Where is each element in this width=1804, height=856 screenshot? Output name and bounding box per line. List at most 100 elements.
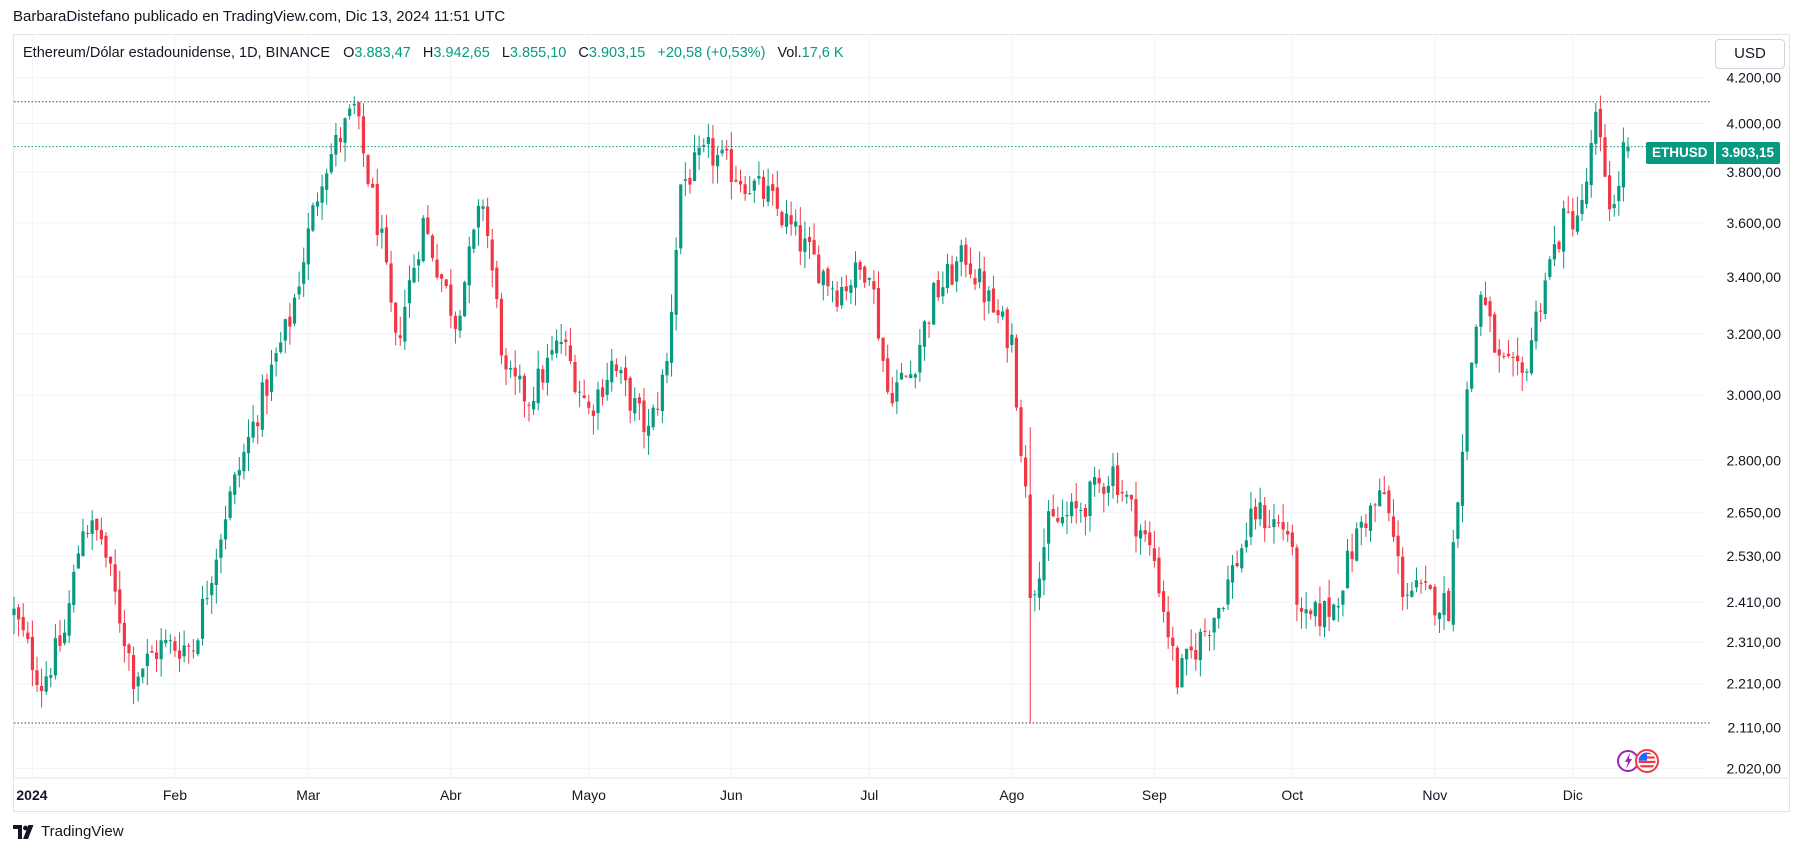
candle-body	[458, 315, 462, 331]
candle-body	[1037, 578, 1042, 598]
candle-body	[559, 341, 563, 345]
candle-body	[113, 564, 117, 592]
candle-body	[265, 379, 269, 396]
event-markers[interactable]	[1617, 747, 1665, 775]
candle-body	[669, 311, 674, 363]
candle-body	[1033, 594, 1037, 596]
candle-body	[752, 180, 756, 191]
candle-body	[1276, 522, 1281, 524]
candle-body	[1286, 531, 1290, 535]
candle-body	[463, 282, 467, 317]
candle-body	[435, 259, 439, 278]
candle-body	[945, 263, 950, 288]
candle-body	[1322, 600, 1327, 628]
candle-body	[798, 225, 802, 252]
candle-body	[605, 379, 609, 395]
candle-body	[734, 179, 738, 182]
candle-body	[269, 364, 274, 393]
candle-body	[1424, 581, 1428, 583]
candle-body	[784, 213, 789, 227]
candle-body	[1571, 211, 1575, 230]
candle-body	[200, 598, 205, 639]
candle-body	[1433, 586, 1437, 616]
candle-body	[1060, 517, 1065, 524]
candle-body	[1327, 597, 1331, 617]
y-tick-label: 4.200,00	[1727, 69, 1782, 85]
candle-body	[596, 389, 600, 414]
tradingview-brand[interactable]: TradingView	[13, 823, 124, 840]
candle-body	[1313, 601, 1317, 617]
candle-body	[1529, 340, 1534, 374]
candle-body	[90, 520, 94, 534]
candle-body	[1051, 509, 1055, 517]
candle-body	[743, 184, 747, 194]
candle-body	[237, 470, 241, 476]
candle-body	[881, 337, 885, 361]
candle-body	[1465, 389, 1469, 452]
candle-body	[159, 640, 163, 660]
candle-body	[1585, 181, 1589, 204]
candle-body	[1451, 542, 1455, 625]
time-axis: 2024 Feb Mar Abr Mayo Jun Jul Ago Sep Oct Nov Dic	[16, 787, 1583, 803]
candle-body	[1115, 465, 1120, 495]
candle-body	[384, 227, 389, 263]
candle-body	[1396, 535, 1400, 557]
currency-button[interactable]: USD	[1715, 39, 1785, 69]
candle-body	[1065, 514, 1069, 517]
candle-body	[343, 118, 347, 143]
candle-body	[1056, 517, 1060, 522]
candle-body	[1309, 610, 1313, 615]
candle-body	[39, 685, 44, 692]
candle-body	[118, 589, 122, 624]
candle-body	[1244, 540, 1248, 548]
price-axis: 2.020,00 2.110,00 2.210,00 2.310,00 2.410,00…	[1727, 69, 1782, 776]
candle-body	[260, 382, 264, 430]
candle-body	[775, 187, 779, 209]
candle-body	[394, 302, 398, 333]
candle-body	[1552, 244, 1557, 260]
x-tick-label: Jun	[720, 787, 743, 803]
candle-body	[1488, 301, 1492, 317]
candle-body	[725, 148, 729, 151]
candle-body	[807, 236, 812, 243]
candle-body	[72, 571, 76, 606]
candle-body	[1092, 476, 1097, 485]
candle-body	[913, 374, 917, 378]
candle-body	[1157, 557, 1161, 594]
candle-body	[352, 103, 356, 106]
candle-body	[85, 532, 90, 534]
candle-body	[1506, 353, 1511, 357]
y-tick-label: 2.020,00	[1727, 761, 1782, 777]
candle-body	[904, 375, 908, 377]
candle-body	[849, 285, 853, 293]
us-flag-event-icon[interactable]	[1635, 749, 1659, 773]
candle-body	[453, 315, 458, 329]
candle-body	[738, 180, 743, 185]
candle-body	[858, 261, 862, 270]
candle-body	[614, 364, 618, 372]
candle-body	[872, 281, 876, 290]
candle-body	[311, 205, 315, 231]
candle-body	[467, 246, 471, 286]
candle-body	[748, 193, 752, 195]
candle-body	[964, 244, 968, 265]
candle-body	[1387, 490, 1391, 514]
candle-body	[279, 342, 283, 353]
candle-body	[329, 154, 333, 173]
candle-body	[1019, 407, 1023, 456]
candle-body	[154, 652, 159, 660]
candle-body	[1249, 508, 1253, 537]
candle-body	[1603, 137, 1607, 177]
last-price-tag: ETHUSD 3.903,15	[1646, 142, 1781, 164]
candle-body	[582, 395, 586, 399]
candle-body	[1042, 547, 1046, 581]
candle-body	[1148, 532, 1152, 546]
candle-body	[1511, 357, 1515, 359]
candle-body	[223, 519, 228, 540]
symbol-title[interactable]: Ethereum/Dólar estadounidense, 1D, BINAN…	[23, 45, 331, 61]
candle-body	[968, 263, 973, 275]
candle-body	[1189, 646, 1193, 651]
y-tick-label: 3.800,00	[1727, 164, 1782, 180]
candle-body	[1097, 477, 1101, 484]
